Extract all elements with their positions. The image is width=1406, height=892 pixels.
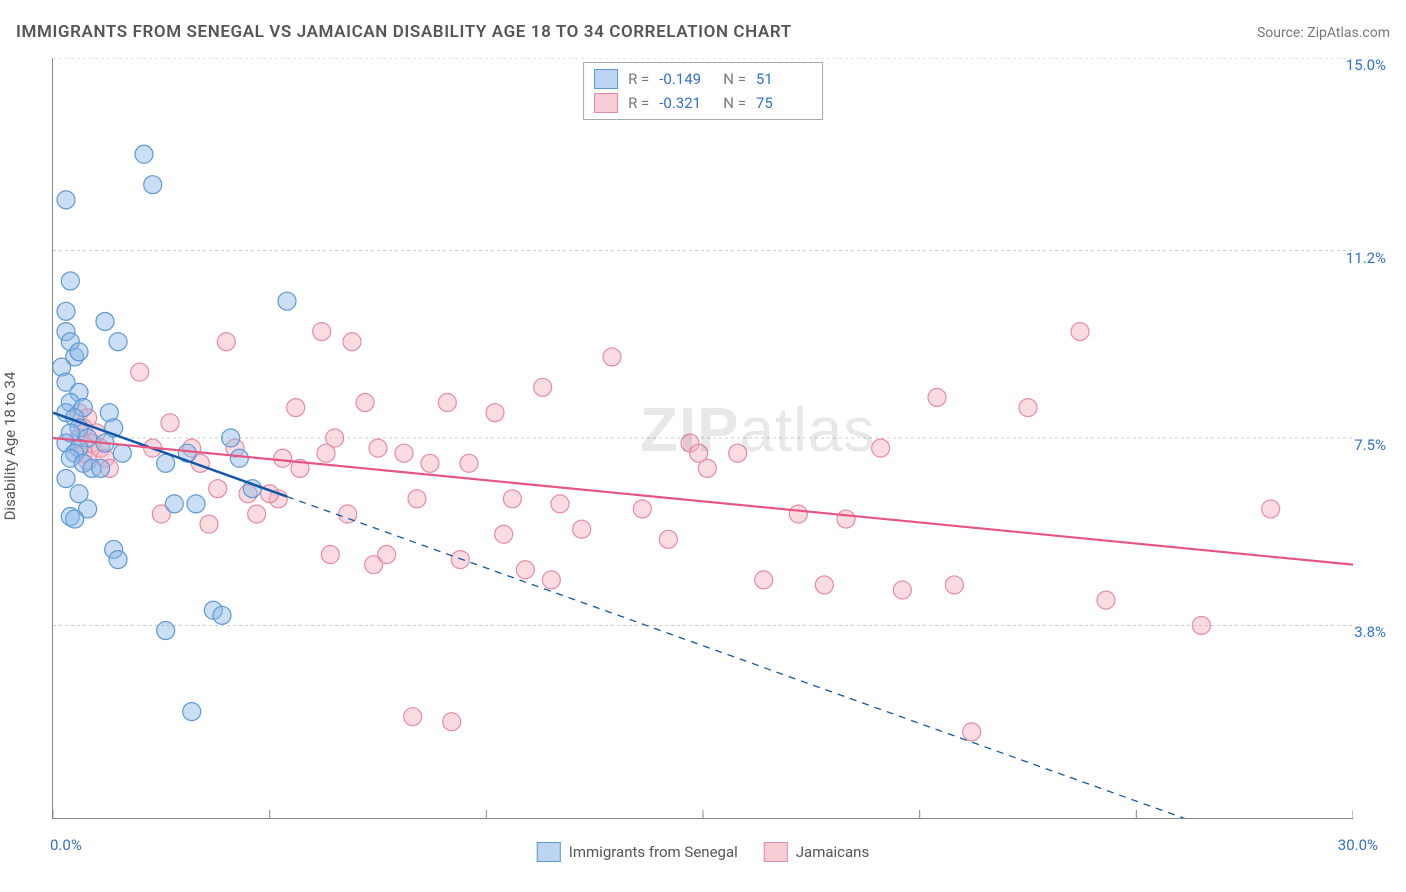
y-tick-label: 3.8% <box>1354 623 1386 641</box>
x-min-label: 0.0% <box>50 836 82 854</box>
legend-label-senegal: Immigrants from Senegal <box>569 843 738 861</box>
source: Source: ZipAtlas.com <box>1257 25 1390 41</box>
plot-area <box>52 58 1353 819</box>
n-value-jamaicans: 75 <box>756 94 810 112</box>
legend-label-jamaicans: Jamaicans <box>796 843 869 861</box>
scatter-svg <box>53 58 1353 818</box>
n-value-senegal: 51 <box>756 70 810 88</box>
r-label: R = <box>628 94 649 112</box>
stats-legend: R = -0.149 N = 51 R = -0.321 N = 75 <box>583 62 823 120</box>
swatch-jamaicans-icon <box>594 93 618 113</box>
source-label: Source: <box>1257 25 1307 41</box>
y-tick-label: 7.5% <box>1354 436 1386 454</box>
y-axis-label: Disability Age 18 to 34 <box>1 372 19 521</box>
series-legend: Immigrants from Senegal Jamaicans <box>537 842 869 862</box>
header: IMMIGRANTS FROM SENEGAL VS JAMAICAN DISA… <box>16 22 1390 42</box>
r-label: R = <box>628 70 649 88</box>
x-max-label: 30.0% <box>1338 836 1378 854</box>
chart-title: IMMIGRANTS FROM SENEGAL VS JAMAICAN DISA… <box>16 22 792 42</box>
n-label: N = <box>723 94 746 112</box>
legend-item-senegal: Immigrants from Senegal <box>537 842 738 862</box>
swatch-senegal-icon <box>537 842 561 862</box>
legend-item-jamaicans: Jamaicans <box>764 842 869 862</box>
stats-row-jamaicans: R = -0.321 N = 75 <box>594 91 810 115</box>
y-tick-label: 11.2% <box>1346 249 1386 267</box>
source-link[interactable]: ZipAtlas.com <box>1307 25 1390 41</box>
stats-row-senegal: R = -0.149 N = 51 <box>594 67 810 91</box>
n-label: N = <box>723 70 746 88</box>
y-tick-label: 15.0% <box>1346 56 1386 74</box>
swatch-jamaicans-icon <box>764 842 788 862</box>
swatch-senegal-icon <box>594 69 618 89</box>
r-value-senegal: -0.149 <box>659 70 713 88</box>
r-value-jamaicans: -0.321 <box>659 94 713 112</box>
